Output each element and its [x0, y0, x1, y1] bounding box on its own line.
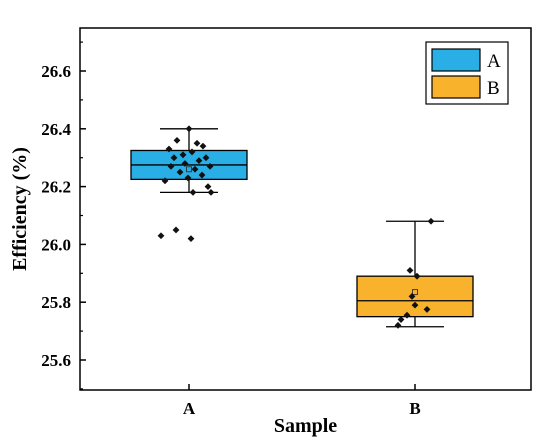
data-point	[191, 165, 199, 173]
data-point	[408, 293, 416, 300]
data-point	[181, 160, 189, 167]
data-point	[189, 188, 197, 196]
x-tick-label: B	[409, 399, 420, 418]
data-point	[397, 316, 405, 323]
data-point	[199, 142, 207, 150]
data-point	[161, 177, 169, 185]
data-point	[187, 235, 195, 243]
data-point	[185, 125, 193, 133]
legend-swatch	[431, 48, 481, 72]
plot-frame	[79, 27, 532, 391]
data-point	[188, 148, 196, 156]
data-point	[167, 162, 175, 170]
data-point	[207, 188, 215, 196]
y-tick-label: 25.6	[41, 351, 71, 370]
data-point	[403, 311, 411, 319]
box-B	[356, 217, 474, 329]
data-point	[172, 226, 180, 234]
data-point	[204, 183, 212, 190]
data-point	[413, 272, 421, 280]
data-point	[406, 267, 414, 274]
legend: AB	[425, 41, 509, 105]
mean-marker	[186, 166, 192, 173]
data-point	[193, 139, 201, 147]
data-point	[179, 151, 187, 159]
y-axis-title: Efficiency (%)	[9, 147, 31, 271]
boxes	[130, 125, 474, 329]
box-A	[130, 125, 248, 243]
data-point	[423, 306, 431, 313]
data-point	[165, 145, 173, 153]
x-tick-label: A	[183, 399, 196, 418]
data-point	[206, 162, 214, 170]
data-point	[176, 168, 184, 176]
legend-swatch	[431, 75, 481, 99]
legend-label: A	[487, 51, 501, 72]
legend-label: B	[487, 78, 500, 99]
data-point	[202, 154, 210, 162]
data-point	[411, 301, 419, 309]
data-point	[195, 157, 203, 164]
data-point	[170, 154, 178, 162]
x-axis-title: Sample	[274, 415, 337, 437]
y-axis: 25.6 25.8 26.0 26.2 26.4 26.6	[41, 41, 86, 390]
y-tick-label: 25.8	[41, 293, 71, 312]
y-tick-label: 26.2	[41, 178, 71, 197]
data-point	[394, 321, 402, 329]
mean-marker	[412, 289, 418, 296]
data-point	[427, 217, 435, 225]
data-point	[173, 136, 181, 144]
plot-area	[79, 27, 532, 391]
data-point	[198, 171, 206, 179]
data-point	[157, 232, 165, 240]
data-point	[184, 174, 192, 182]
y-tick-label: 26.0	[41, 235, 71, 254]
y-tick-label: 26.4	[41, 120, 71, 139]
y-tick-label: 26.6	[41, 62, 71, 81]
